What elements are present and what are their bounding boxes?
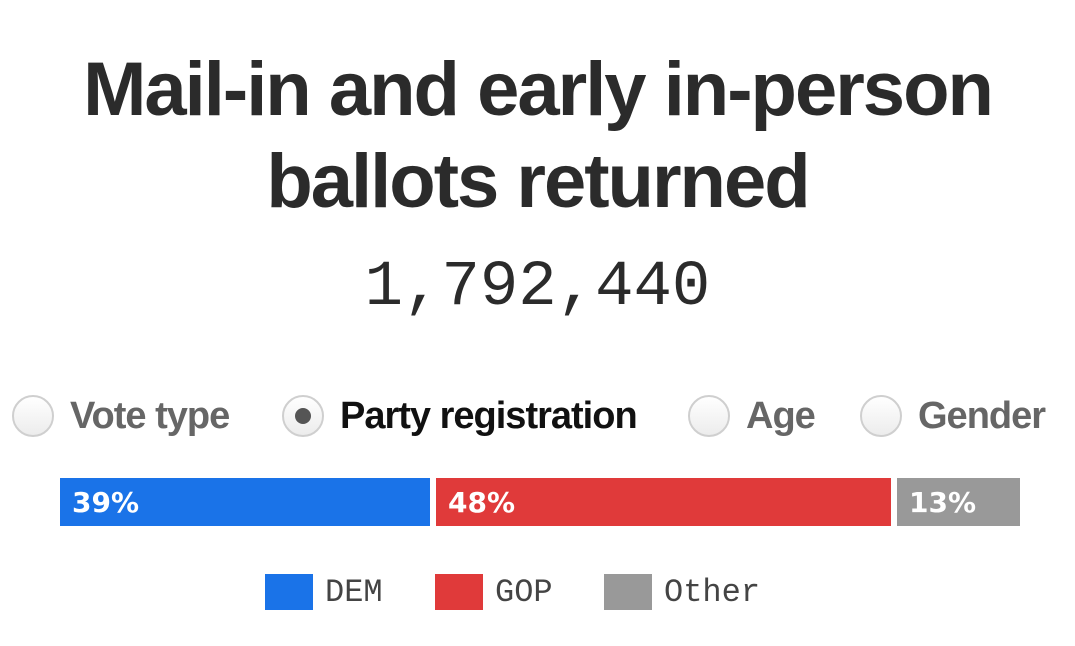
option-vote-type[interactable]: Vote type [12,384,230,448]
legend-item-gop: GOP [435,573,553,611]
radio-age[interactable] [688,395,730,437]
bar-segment-label-dem: 39% [72,485,140,519]
radio-vote-type[interactable] [12,395,54,437]
party-registration-stacked-bar: 39% 48% 13% [60,478,1020,526]
total-ballots-count: 1,792,440 [364,252,711,324]
bar-segment-gop: 48% [436,478,891,526]
view-options-radio-group: Vote type Party registration Age Gender [0,384,1075,448]
option-vote-type-label: Vote type [70,394,230,437]
option-age-label: Age [746,394,816,437]
bar-segment-dem: 39% [60,478,430,526]
option-gender[interactable]: Gender [860,384,1046,448]
radio-party-registration[interactable] [282,395,324,437]
option-party-registration-label: Party registration [340,394,638,437]
legend-label-other: Other [664,573,761,611]
legend-item-dem: DEM [265,573,383,611]
legend-item-other: Other [604,573,761,611]
bar-segment-label-other: 13% [909,485,977,519]
chart-title: Mail-in and early in-person ballots retu… [0,44,1075,228]
option-party-registration[interactable]: Party registration [282,384,638,448]
legend-swatch-dem [265,574,313,610]
bar-segment-other: 13% [897,478,1020,526]
title-line-1: Mail-in and early in-person [83,47,994,132]
legend-label-dem: DEM [325,573,383,611]
legend-label-gop: GOP [495,573,553,611]
option-gender-label: Gender [918,394,1046,437]
radio-gender[interactable] [860,395,902,437]
legend-swatch-gop [435,574,483,610]
legend: DEM GOP Other [0,573,1075,611]
option-age[interactable]: Age [688,384,816,448]
title-line-2: ballots returned [266,139,810,224]
bar-segment-label-gop: 48% [448,485,516,519]
legend-swatch-other [604,574,652,610]
